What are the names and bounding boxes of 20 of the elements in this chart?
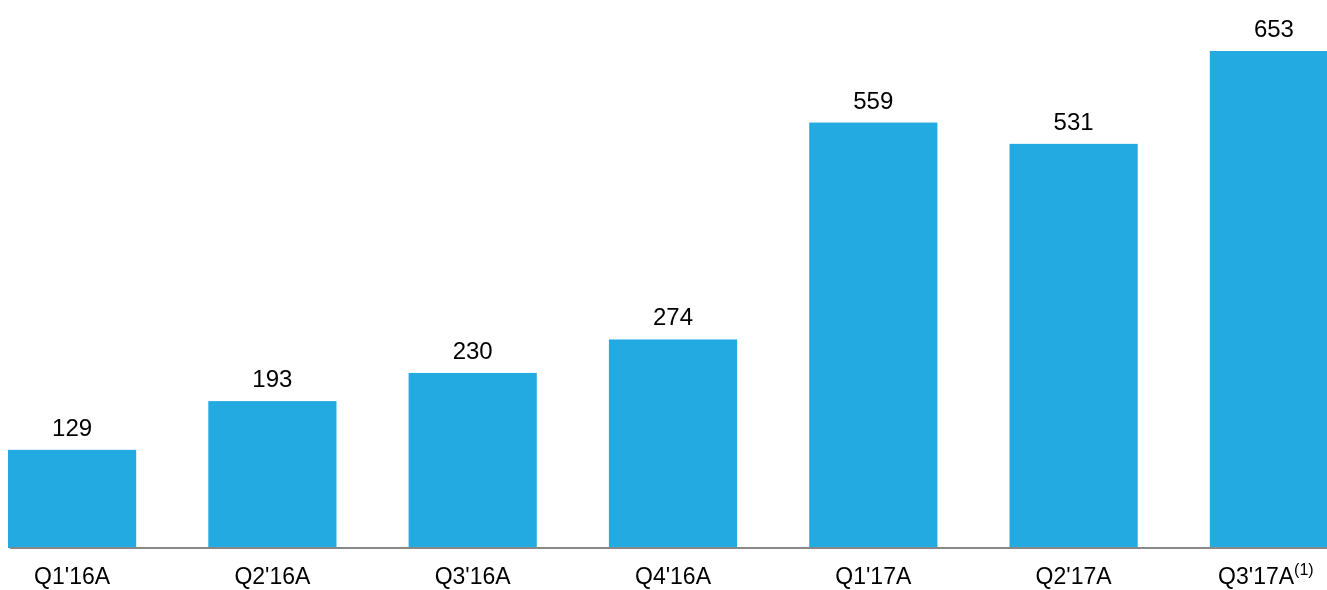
data-label: 129 <box>52 413 93 441</box>
x-tick-label: Q1'17A <box>835 563 912 589</box>
data-label: 531 <box>1053 107 1094 135</box>
data-label: 653 <box>1253 15 1294 42</box>
bar <box>408 372 537 548</box>
bar <box>8 449 137 548</box>
x-tick-label: Q3'17A$^{(1)}$ <box>1218 560 1314 589</box>
x-tick-label: Q2'17A <box>1035 563 1113 589</box>
data-label: 230 <box>452 336 493 364</box>
x-tick-label: Q1'16A <box>34 563 111 589</box>
data-label: 559 <box>853 86 894 114</box>
x-tick-label: Q3'16A <box>434 563 512 589</box>
bar <box>208 401 337 548</box>
data-label: 193 <box>252 365 293 393</box>
bar <box>1009 143 1138 548</box>
bar <box>608 339 738 548</box>
x-tick-label: Q2'16A <box>234 563 312 589</box>
data-label: 274 <box>652 303 694 331</box>
x-tick-label: Q4'16A <box>635 563 712 589</box>
bar <box>809 122 938 548</box>
